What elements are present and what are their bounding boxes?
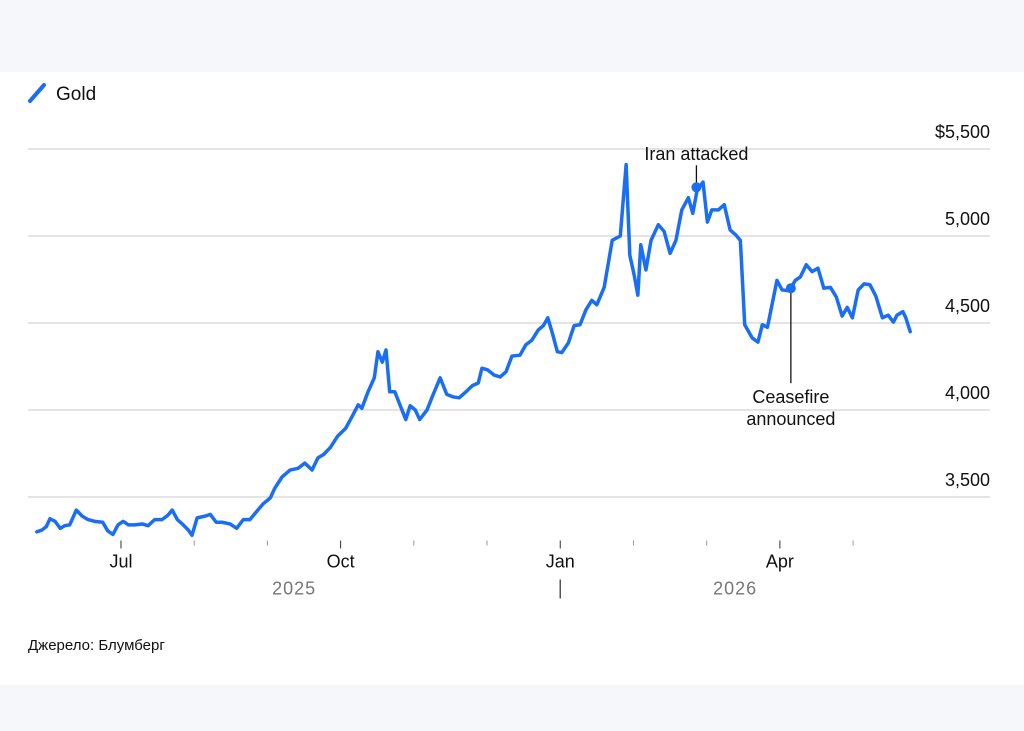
y-tick-label: 4,500 bbox=[945, 296, 990, 316]
year-label: 2025 bbox=[272, 579, 316, 599]
annotation-dot bbox=[785, 283, 796, 294]
y-tick-label: $5,500 bbox=[935, 122, 990, 142]
annotation-label: announced bbox=[746, 409, 835, 429]
x-tick-label: Jul bbox=[109, 552, 132, 572]
y-tick-label: 3,500 bbox=[945, 470, 990, 490]
series-line bbox=[35, 162, 912, 538]
legend-label: Gold bbox=[56, 84, 96, 105]
annotation-label: Ceasefire bbox=[752, 387, 829, 407]
legend-swatch bbox=[28, 83, 46, 103]
annotation-dot bbox=[691, 182, 702, 193]
card bbox=[0, 72, 1024, 685]
annotation-label: Iran attacked bbox=[644, 144, 748, 164]
y-tick-label: 4,000 bbox=[945, 383, 990, 403]
source: Джерело: Блумберг bbox=[28, 637, 165, 654]
year-label: 2026 bbox=[713, 579, 757, 599]
x-tick-label: Apr bbox=[766, 552, 794, 572]
y-tick-label: 5,000 bbox=[945, 209, 990, 229]
x-tick-label: Jan bbox=[546, 552, 575, 572]
x-tick-label: Oct bbox=[327, 552, 355, 572]
